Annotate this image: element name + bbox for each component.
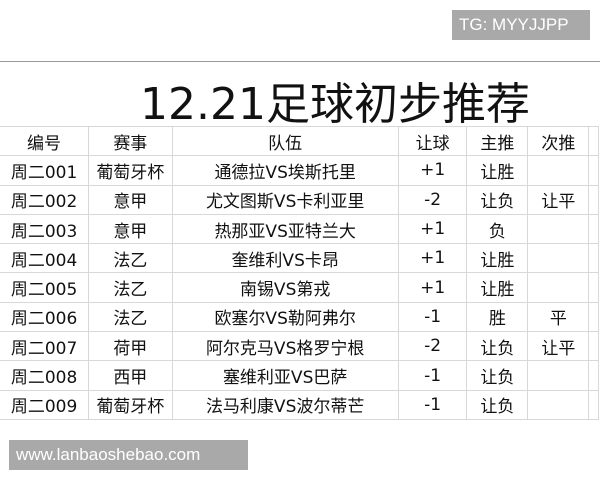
cell-league: 西甲 — [88, 360, 173, 391]
cell-league: 意甲 — [88, 213, 173, 245]
cell-league: 荷甲 — [88, 331, 173, 362]
cell-extra — [588, 272, 599, 303]
cell-league: 法乙 — [88, 243, 173, 274]
cell-second-pick — [527, 243, 590, 274]
cell-match-id: 周二008 — [0, 360, 90, 391]
cell-main-pick: 让负 — [466, 360, 529, 391]
cell-match-id: 周二003 — [0, 213, 90, 245]
header-league: 赛事 — [88, 125, 173, 157]
cell-match-id: 周二004 — [0, 243, 90, 274]
cell-second-pick: 让平 — [527, 184, 590, 215]
cell-match-id: 周二006 — [0, 301, 90, 333]
cell-extra — [588, 155, 599, 186]
cell-main-pick: 负 — [466, 213, 529, 245]
cell-league: 法乙 — [88, 272, 173, 303]
cell-teams: 尤文图斯VS卡利亚里 — [171, 184, 399, 215]
header-second-pick: 次推 — [527, 125, 590, 157]
header-handicap: 让球 — [397, 125, 468, 157]
cell-main-pick: 胜 — [466, 301, 529, 333]
table-row: 周二007 荷甲 阿尔克马VS格罗宁根 -2 让负 让平 — [0, 331, 599, 362]
cell-teams: 阿尔克马VS格罗宁根 — [171, 331, 399, 362]
cell-second-pick — [527, 389, 590, 420]
divider — [0, 61, 600, 62]
cell-extra — [588, 301, 599, 333]
cell-match-id: 周二009 — [0, 389, 90, 420]
cell-teams: 塞维利亚VS巴萨 — [171, 360, 399, 391]
cell-teams: 法马利康VS波尔蒂芒 — [171, 389, 399, 420]
cell-extra — [588, 213, 599, 245]
cell-match-id: 周二005 — [0, 272, 90, 303]
header-match-id: 编号 — [0, 125, 90, 157]
watermark-bottom: www.lanbaoshebao.com — [9, 440, 248, 470]
cell-handicap: -1 — [397, 360, 468, 391]
header-extra — [588, 125, 599, 157]
table-row: 周二002 意甲 尤文图斯VS卡利亚里 -2 让负 让平 — [0, 184, 599, 215]
cell-second-pick: 平 — [527, 301, 590, 333]
cell-league: 法乙 — [88, 301, 173, 333]
cell-teams: 奎维利VS卡昂 — [171, 243, 399, 274]
table-row: 周二005 法乙 南锡VS第戎 +1 让胜 — [0, 272, 599, 303]
cell-main-pick: 让胜 — [466, 272, 529, 303]
cell-handicap: -1 — [397, 389, 468, 420]
cell-extra — [588, 243, 599, 274]
cell-main-pick: 让负 — [466, 331, 529, 362]
cell-teams: 南锡VS第戎 — [171, 272, 399, 303]
cell-league: 葡萄牙杯 — [88, 389, 173, 420]
cell-teams: 热那亚VS亚特兰大 — [171, 213, 399, 245]
watermark-top: TG: MYYJJPP — [452, 10, 590, 40]
cell-second-pick — [527, 155, 590, 186]
table-row: 周二009 葡萄牙杯 法马利康VS波尔蒂芒 -1 让负 — [0, 389, 599, 420]
cell-handicap: -2 — [397, 184, 468, 215]
cell-handicap: +1 — [397, 272, 468, 303]
cell-teams: 通德拉VS埃斯托里 — [171, 155, 399, 186]
cell-extra — [588, 389, 599, 420]
recommendation-table: 编号 赛事 队伍 让球 主推 次推 周二001 葡萄牙杯 通德拉VS埃斯托里 +1 让胜 周二002 意… — [0, 125, 599, 420]
page-title: 12.21足球初步推荐 — [140, 79, 530, 130]
cell-league: 意甲 — [88, 184, 173, 215]
cell-main-pick: 让负 — [466, 389, 529, 420]
cell-handicap: -1 — [397, 301, 468, 333]
cell-second-pick — [527, 272, 590, 303]
cell-main-pick: 让胜 — [466, 155, 529, 186]
cell-main-pick: 让胜 — [466, 243, 529, 274]
cell-handicap: +1 — [397, 155, 468, 186]
table-row: 周二006 法乙 欧塞尔VS勒阿弗尔 -1 胜平 — [0, 301, 599, 333]
cell-handicap: +1 — [397, 243, 468, 274]
cell-teams: 欧塞尔VS勒阿弗尔 — [171, 301, 399, 333]
cell-extra — [588, 184, 599, 215]
cell-match-id: 周二007 — [0, 331, 90, 362]
header-main-pick: 主推 — [466, 125, 529, 157]
header-teams: 队伍 — [171, 125, 399, 157]
header-row: 编号 赛事 队伍 让球 主推 次推 — [0, 125, 599, 157]
table-row: 周二004 法乙 奎维利VS卡昂 +1 让胜 — [0, 243, 599, 274]
cell-league: 葡萄牙杯 — [88, 155, 173, 186]
table-row: 周二008 西甲 塞维利亚VS巴萨 -1 让负 — [0, 360, 599, 391]
cell-match-id: 周二001 — [0, 155, 90, 186]
cell-handicap: -2 — [397, 331, 468, 362]
cell-handicap: +1 — [397, 213, 468, 245]
table-row: 周二001 葡萄牙杯 通德拉VS埃斯托里 +1 让胜 — [0, 155, 599, 186]
cell-match-id: 周二002 — [0, 184, 90, 215]
cell-second-pick — [527, 213, 590, 245]
table-row: 周二003 意甲 热那亚VS亚特兰大 +1 负 — [0, 213, 599, 245]
cell-main-pick: 让负 — [466, 184, 529, 215]
cell-second-pick — [527, 360, 590, 391]
cell-extra — [588, 360, 599, 391]
cell-second-pick: 让平 — [527, 331, 590, 362]
cell-extra — [588, 331, 599, 362]
